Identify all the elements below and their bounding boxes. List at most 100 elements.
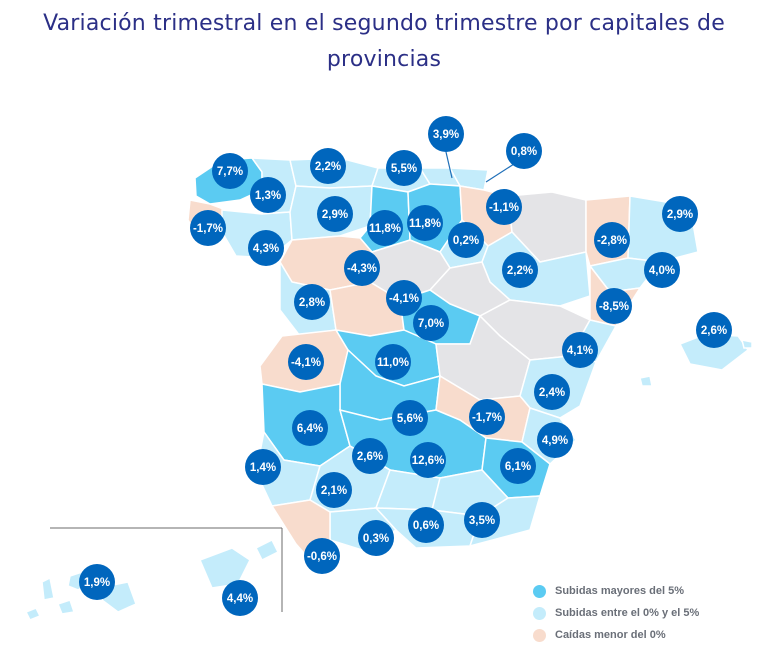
marker-circle bbox=[562, 332, 598, 368]
marker-value: 2,9% bbox=[667, 209, 693, 221]
marker-circle bbox=[386, 150, 422, 186]
leader-line-bilbao bbox=[445, 151, 453, 179]
marker-bilbao: 3,9% bbox=[428, 116, 464, 152]
marker-value: 4,9% bbox=[542, 435, 568, 447]
marker-value: 2,6% bbox=[357, 451, 383, 463]
marker-las-palmas: 4,4% bbox=[222, 580, 258, 616]
marker-salamanca: 2,8% bbox=[294, 284, 330, 320]
marker-circle bbox=[310, 148, 346, 184]
legend-label-below-0: Caídas menor del 0% bbox=[555, 629, 666, 641]
marker-circle bbox=[594, 222, 630, 258]
marker-ciudad-real: 12,6% bbox=[410, 442, 446, 478]
legend-item-above-5: Subidas mayores del 5% bbox=[533, 580, 699, 602]
marker-logrono: 0,2% bbox=[448, 222, 484, 258]
leader-line-san-sebastian bbox=[485, 163, 515, 183]
marker-circle bbox=[408, 507, 444, 543]
marker-circle bbox=[79, 564, 115, 600]
marker-valencia: 2,4% bbox=[534, 374, 570, 410]
marker-santander: 5,5% bbox=[386, 150, 422, 186]
marker-value: 4,0% bbox=[649, 265, 675, 277]
marker-circle bbox=[534, 374, 570, 410]
marker-a-coruna: 7,7% bbox=[212, 153, 248, 189]
marker-value: 0,8% bbox=[511, 146, 537, 158]
marker-circle bbox=[506, 133, 542, 169]
marker-madrid: 11,0% bbox=[375, 344, 411, 380]
marker-value: -4,1% bbox=[291, 357, 321, 369]
marker-value: -4,1% bbox=[389, 293, 419, 305]
marker-circle bbox=[304, 538, 340, 574]
marker-circle bbox=[358, 520, 394, 556]
marker-circle bbox=[464, 502, 500, 538]
marker-value: 0,3% bbox=[363, 533, 389, 545]
marker-circle bbox=[486, 189, 522, 225]
marker-value: -4,3% bbox=[347, 263, 377, 275]
marker-caceres: -4,1% bbox=[288, 344, 324, 380]
marker-value: -8,5% bbox=[599, 301, 629, 313]
marker-value: -1,7% bbox=[193, 223, 223, 235]
marker-huesca: 2,9% bbox=[662, 196, 698, 232]
marker-value: 5,5% bbox=[391, 163, 417, 175]
marker-guadalajara: 7,0% bbox=[413, 305, 449, 341]
marker-cadiz: -0,6% bbox=[304, 538, 340, 574]
marker-value: -0,6% bbox=[307, 551, 337, 563]
marker-burgos: 11,8% bbox=[367, 210, 403, 246]
marker-circle bbox=[428, 116, 464, 152]
province-hierro bbox=[24, 607, 42, 621]
marker-value: -2,8% bbox=[597, 235, 627, 247]
marker-value: 0,2% bbox=[453, 235, 479, 247]
marker-value: 3,5% bbox=[469, 515, 495, 527]
marker-badajoz: 6,4% bbox=[292, 410, 328, 446]
map-title-line-2: provincias bbox=[326, 47, 442, 72]
marker-circle bbox=[248, 230, 284, 266]
marker-value: 2,4% bbox=[539, 387, 565, 399]
marker-almeria: 3,5% bbox=[464, 502, 500, 538]
marker-value: 2,9% bbox=[322, 209, 348, 221]
marker-circle bbox=[696, 312, 732, 348]
marker-value: 4,1% bbox=[567, 345, 593, 357]
marker-vitoria: 11,8% bbox=[407, 205, 443, 241]
marker-murcia: 6,1% bbox=[500, 448, 536, 484]
marker-value: 11,0% bbox=[377, 357, 409, 369]
marker-value: 7,0% bbox=[418, 318, 444, 330]
marker-circle bbox=[502, 252, 538, 288]
marker-circle bbox=[190, 210, 226, 246]
map-title-line-1: Variación trimestral en el segundo trime… bbox=[43, 11, 725, 36]
marker-value: 11,8% bbox=[369, 223, 401, 235]
marker-value: 6,1% bbox=[505, 461, 531, 473]
marker-tarragona: -8,5% bbox=[596, 288, 632, 324]
marker-circle bbox=[245, 449, 281, 485]
marker-value: 11,8% bbox=[409, 218, 441, 230]
marker-circle bbox=[344, 250, 380, 286]
marker-circle bbox=[222, 580, 258, 616]
marker-circle bbox=[294, 284, 330, 320]
marker-zamora: -4,3% bbox=[344, 250, 380, 286]
province-menorca bbox=[740, 339, 753, 349]
marker-circle bbox=[392, 400, 428, 436]
marker-circle bbox=[367, 210, 403, 246]
marker-leon: 2,9% bbox=[317, 196, 353, 232]
leader-lines bbox=[445, 151, 515, 183]
marker-tenerife: 1,9% bbox=[79, 564, 115, 600]
province-gomera bbox=[57, 599, 75, 615]
marker-cuenca: -1,7% bbox=[469, 399, 505, 435]
legend-swatch-above-5 bbox=[533, 584, 546, 598]
marker-castellon: 4,1% bbox=[562, 332, 598, 368]
marker-value: -1,7% bbox=[472, 412, 502, 424]
marker-pontevedra: -1,7% bbox=[190, 210, 226, 246]
legend-swatch-0-to-5 bbox=[533, 606, 546, 620]
marker-value: 12,6% bbox=[412, 455, 445, 467]
legend-swatch-below-0 bbox=[533, 628, 546, 642]
marker-value: 2,2% bbox=[507, 265, 533, 277]
marker-value: 3,9% bbox=[433, 129, 459, 141]
province-ibiza bbox=[639, 375, 653, 387]
marker-circle bbox=[413, 305, 449, 341]
marker-lleida: -2,8% bbox=[594, 222, 630, 258]
marker-circle bbox=[352, 438, 388, 474]
province-la-palma bbox=[41, 576, 55, 601]
marker-circle bbox=[250, 177, 286, 213]
marker-value: 4,4% bbox=[227, 593, 253, 605]
marker-alicante: 4,9% bbox=[537, 422, 573, 458]
marker-circle bbox=[662, 196, 698, 232]
map-legend: Subidas mayores del 5% Subidas entre el … bbox=[533, 580, 699, 646]
marker-circle bbox=[292, 410, 328, 446]
